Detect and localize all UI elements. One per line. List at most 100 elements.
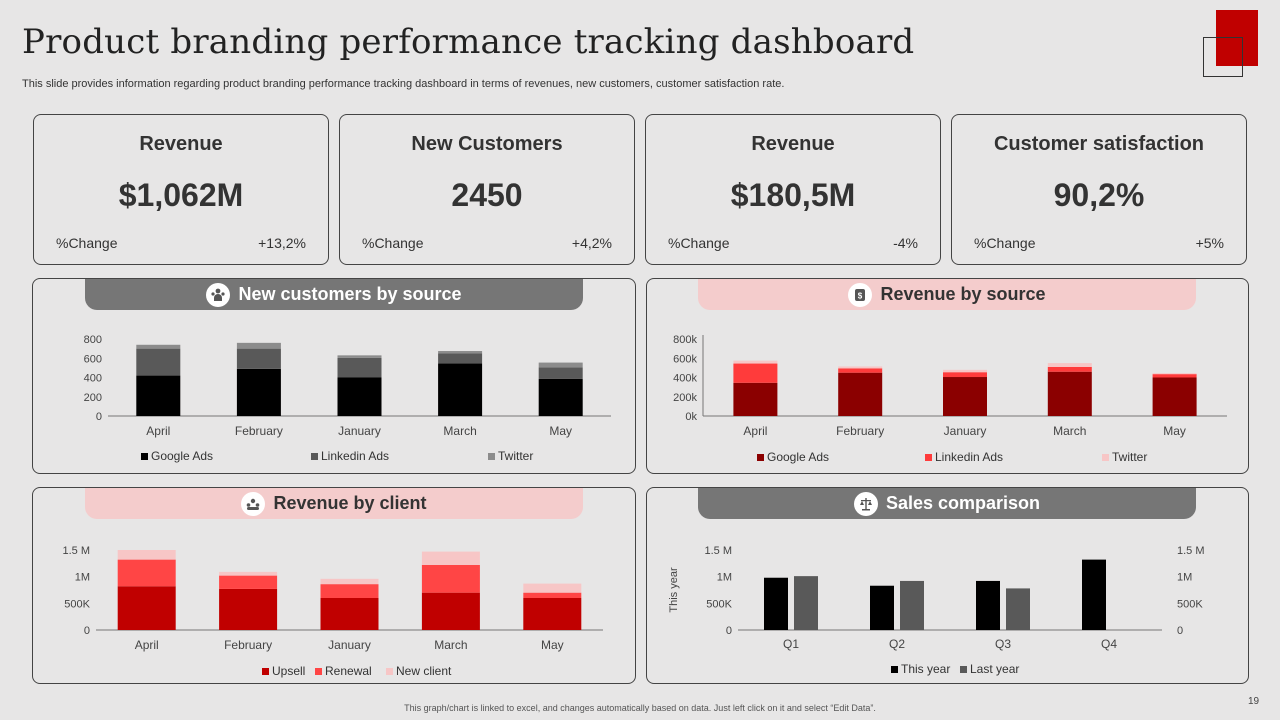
panel-revenue-by-client: Revenue by client 0 500K 1M 1.5 M April Febru… [32, 487, 636, 684]
chart-title: Sales comparison [885, 493, 1041, 513]
x-tick-label: Q4 [1101, 637, 1117, 651]
legend-swatch [386, 668, 393, 675]
x-tick-label: January [338, 424, 381, 438]
bar-segment [438, 363, 483, 416]
kpi-card-customer-satisfaction: Customer satisfaction 90,2% %Change +5% [951, 114, 1247, 265]
page-subtitle: This slide provides information regardin… [22, 78, 785, 90]
bar-segment [117, 586, 176, 630]
kpi-change-label: %Change [362, 235, 424, 251]
bar-segment [320, 578, 379, 585]
bar-segment [219, 588, 278, 630]
bar-segment [838, 372, 883, 416]
bar-segment [838, 368, 883, 373]
kpi-title: Customer satisfaction [993, 133, 1205, 155]
y-tick-label: 800 [84, 334, 102, 346]
y-tick-label: 200 [84, 392, 102, 404]
x-tick-label: Q3 [995, 637, 1011, 651]
bar-segment [136, 344, 181, 349]
bar [976, 580, 1000, 630]
legend-swatch [488, 453, 495, 460]
bar-segment [538, 362, 583, 368]
kpi-value: $180,5M [730, 177, 856, 213]
scale-icon [853, 491, 878, 516]
client-group-icon [241, 491, 266, 516]
x-tick-label: March [1053, 424, 1086, 438]
bar-segment [523, 592, 582, 598]
kpi-title: New Customers [411, 133, 563, 155]
x-tick-label: January [328, 638, 371, 652]
legend-swatch [1102, 454, 1109, 461]
y-tick-label: 1.5 M [62, 545, 90, 557]
x-tick-label: February [836, 424, 884, 438]
chart-banner: New customers by source [85, 279, 583, 310]
bar [764, 577, 788, 630]
bar-segment [219, 575, 278, 589]
bar-segment [733, 363, 778, 383]
legend-label: Google Ads [151, 449, 213, 463]
y-tick-label-right: 1M [1177, 572, 1192, 584]
legend-swatch [262, 668, 269, 675]
y-tick-label: 1.5 M [704, 545, 732, 557]
logo-outline-square [1203, 37, 1243, 77]
bar-segment [421, 551, 480, 565]
x-tick-label: May [1163, 424, 1186, 438]
page-title: Product branding performance tracking da… [22, 22, 915, 62]
legend-label: Renewal [325, 664, 372, 678]
kpi-title: Revenue [139, 133, 223, 155]
legend-label: This year [901, 662, 950, 676]
y-tick-label: 0k [685, 411, 697, 423]
y-tick-label: 600 [84, 353, 102, 365]
kpi-change-value: +13,2% [258, 235, 306, 251]
logo-red-square [1216, 10, 1258, 66]
bar-segment [1152, 377, 1197, 416]
bar-segment [838, 366, 883, 369]
panel-revenue-by-source: $ Revenue by source 0k 200k 400k 600k 800k Ap… [646, 278, 1249, 474]
kpi-card-revenue: Revenue $1,062M %Change +13,2% [33, 114, 329, 265]
y-tick-label: 200k [673, 392, 697, 404]
legend-label: Upsell [272, 664, 305, 678]
chart-banner: $ Revenue by source [698, 279, 1196, 310]
bar [900, 580, 924, 630]
kpi-change-value: +4,2% [571, 235, 612, 251]
x-tick-label: January [944, 424, 987, 438]
x-tick-label: April [146, 424, 170, 438]
legend-label: Linkedin Ads [321, 449, 389, 463]
bar-segment [1047, 366, 1092, 372]
bar-segment [136, 375, 181, 416]
bar-segment [219, 571, 278, 576]
bar-segment [523, 583, 582, 593]
kpi-change-label: %Change [56, 235, 118, 251]
bar-segment [1152, 373, 1197, 375]
legend-label: Twitter [1112, 450, 1147, 464]
legend-swatch [315, 668, 322, 675]
bar-segment [438, 351, 483, 354]
bar-segment [337, 357, 382, 378]
y-tick-label: 1M [717, 572, 732, 584]
bar-segment [236, 368, 281, 416]
legend-label: Last year [970, 662, 1019, 676]
chart-revenue-by-client: 0 500K 1M 1.5 M April February January March May… [62, 545, 603, 678]
bar-segment [538, 378, 583, 416]
legend-swatch [960, 666, 967, 673]
bar-segment [1047, 363, 1092, 367]
bar-segment [337, 377, 382, 416]
chart-title: Revenue by client [273, 493, 427, 513]
chart-title: Revenue by source [880, 284, 1046, 304]
bar-segment [236, 342, 281, 349]
footer-note: This graph/chart is linked to excel, and… [404, 703, 876, 713]
page-number: 19 [1248, 696, 1260, 707]
kpi-change-label: %Change [668, 235, 730, 251]
legend-label: Twitter [498, 449, 533, 463]
bar [794, 576, 818, 630]
y-tick-label: 0 [84, 625, 90, 637]
legend-label: Linkedin Ads [935, 450, 1003, 464]
bar-segment [1152, 374, 1197, 378]
bar-segment [117, 550, 176, 560]
chart-banner: Revenue by client [85, 488, 583, 519]
bar-segment [438, 353, 483, 364]
chart-new-customers-by-source: 0 200 400 600 800 April February January March Ma… [84, 334, 611, 463]
bar-segment [136, 348, 181, 376]
bar-segment [421, 592, 480, 630]
y-tick-label: 400 [84, 373, 102, 385]
bar [1006, 588, 1030, 630]
